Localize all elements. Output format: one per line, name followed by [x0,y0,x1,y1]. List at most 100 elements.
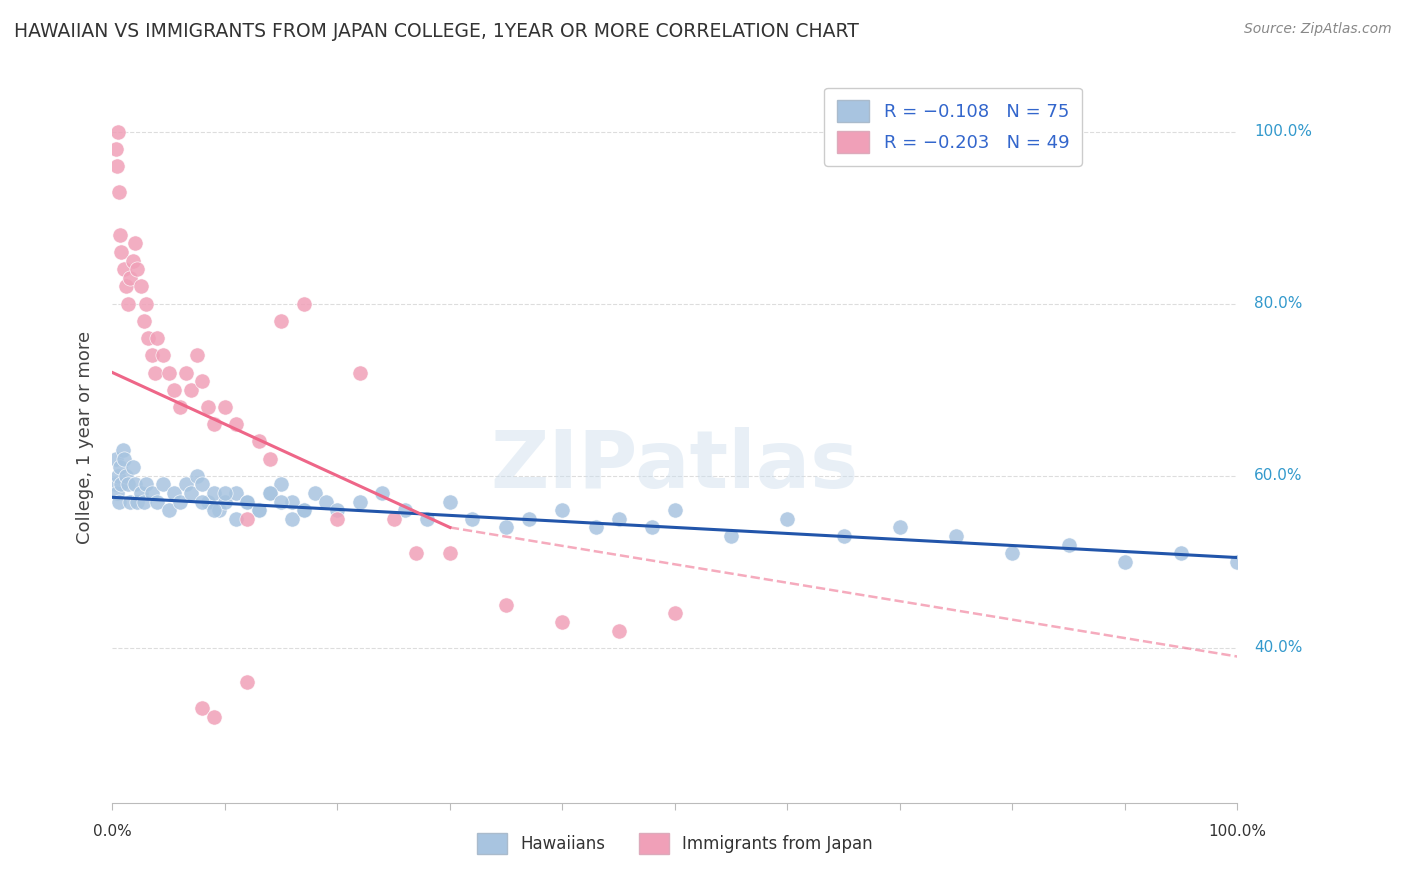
Point [191,374,214,388]
Text: 60.0%: 60.0% [1254,468,1302,483]
Text: 40.0%: 40.0% [1254,640,1302,656]
Point [945,529,967,543]
Point [110,460,132,475]
Point [292,503,315,517]
Point [121,253,143,268]
Point [197,400,219,414]
Point [664,503,686,517]
Point [110,477,132,491]
Point [259,486,281,500]
Text: 100.0%: 100.0% [1208,824,1267,839]
Point [461,512,484,526]
Point [124,236,146,251]
Point [105,159,128,173]
Point [143,366,166,380]
Point [141,486,163,500]
Point [270,477,292,491]
Point [191,477,214,491]
Point [247,434,270,449]
Point [163,383,186,397]
Point [225,512,247,526]
Point [292,503,315,517]
Point [180,486,202,500]
Point [186,468,208,483]
Text: HAWAIIAN VS IMMIGRANTS FROM JAPAN COLLEGE, 1YEAR OR MORE CORRELATION CHART: HAWAIIAN VS IMMIGRANTS FROM JAPAN COLLEG… [14,22,859,41]
Point [104,451,127,466]
Text: Source: ZipAtlas.com: Source: ZipAtlas.com [1244,22,1392,37]
Point [1226,555,1249,569]
Point [551,615,574,629]
Point [135,477,157,491]
Y-axis label: College, 1 year or more: College, 1 year or more [76,331,94,543]
Point [394,503,416,517]
Point [259,486,281,500]
Point [129,486,152,500]
Point [664,607,686,621]
Point [259,451,281,466]
Point [157,366,180,380]
Point [111,442,134,457]
Point [115,279,138,293]
Point [281,512,304,526]
Point [326,512,349,526]
Point [129,279,152,293]
Point [495,598,517,612]
Point [371,486,394,500]
Point [104,142,127,156]
Point [247,503,270,517]
Point [146,331,169,345]
Point [208,503,231,517]
Point [439,494,461,508]
Point [641,520,664,534]
Point [607,624,630,638]
Point [115,468,138,483]
Point [121,460,143,475]
Point [108,185,131,199]
Point [117,477,139,491]
Point [214,486,236,500]
Point [416,512,439,526]
Point [1114,555,1136,569]
Point [517,512,540,526]
Text: 80.0%: 80.0% [1254,296,1302,311]
Point [202,486,225,500]
Point [132,314,155,328]
Point [270,314,292,328]
Point [191,494,214,508]
Point [236,675,259,690]
Point [1001,546,1024,560]
Point [112,262,135,277]
Point [247,503,270,517]
Point [326,503,349,517]
Point [281,494,304,508]
Point [124,477,146,491]
Point [270,494,292,508]
Point [157,503,180,517]
Point [135,296,157,310]
Point [349,366,371,380]
Point [180,383,202,397]
Point [607,512,630,526]
Point [110,227,132,242]
Point [138,331,160,345]
Point [197,494,219,508]
Point [349,494,371,508]
Point [132,494,155,508]
Point [225,486,247,500]
Point [107,125,129,139]
Point [186,348,208,362]
Point [152,477,174,491]
Point [889,520,911,534]
Point [776,512,799,526]
Point [495,520,517,534]
Point [236,512,259,526]
Point [169,494,191,508]
Point [169,400,191,414]
Point [236,494,259,508]
Point [105,486,128,500]
Point [202,503,225,517]
Point [120,494,142,508]
Text: 100.0%: 100.0% [1254,124,1312,139]
Point [292,296,315,310]
Point [174,366,197,380]
